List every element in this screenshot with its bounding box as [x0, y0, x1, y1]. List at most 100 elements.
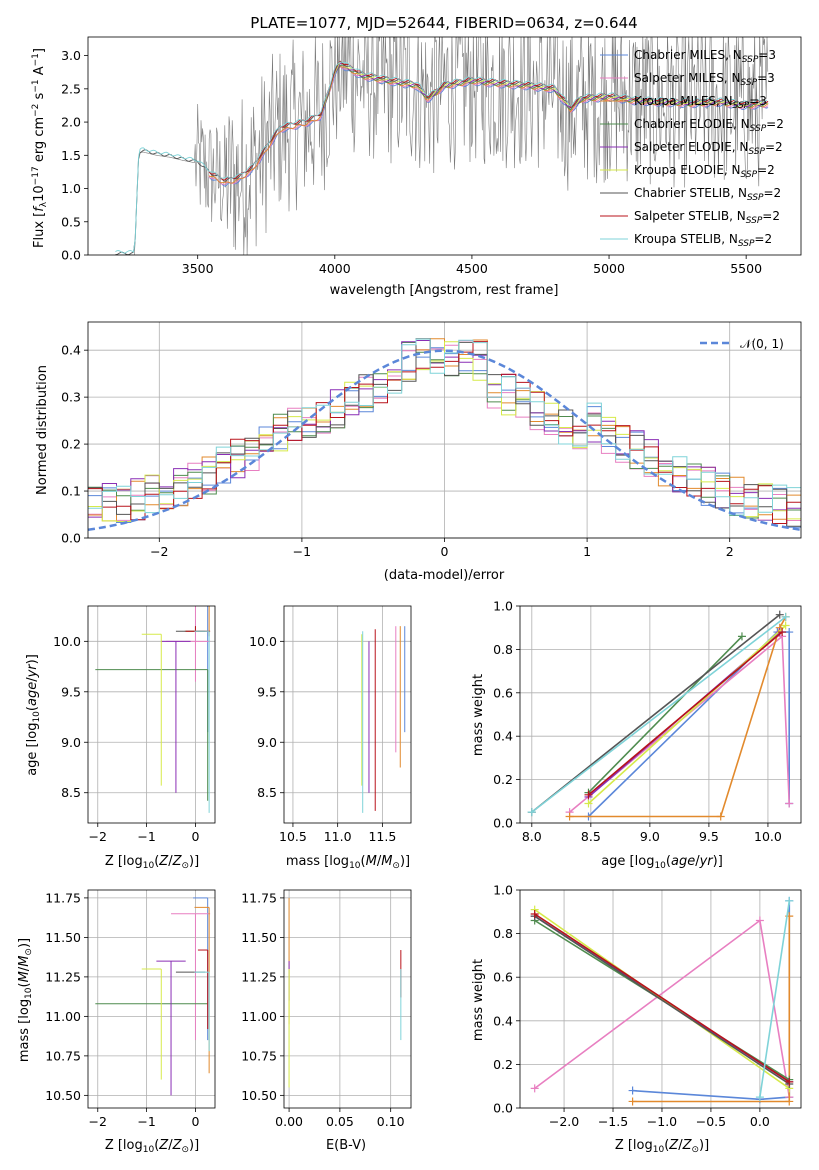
y-tick-label: 11.00: [45, 1009, 81, 1024]
y-tick-label: 1.0: [493, 883, 513, 898]
y-tick-label: 11.25: [45, 969, 81, 984]
y-tick-label: 0.3: [61, 390, 81, 405]
axes-frame: [519, 605, 802, 824]
x-tick-label: 0.05: [326, 1114, 354, 1129]
y-tick-label: 0.0: [493, 1101, 513, 1116]
observed-spectrum-line: [115, 37, 769, 255]
y-tick-label: 3.0: [61, 48, 81, 63]
x-tick-label: −1: [137, 829, 155, 844]
x-tick-label: −0.5: [696, 1114, 726, 1129]
y-tick-label: 0.0: [61, 531, 81, 546]
normal-curve: [88, 349, 801, 532]
x-tick-label: 9.0: [640, 829, 660, 844]
x-tick-label: 4000: [319, 261, 351, 276]
x-tick-label: 8.0: [522, 829, 542, 844]
weight-marker-chabrier_miles: [785, 628, 794, 637]
residuals-panel: −2 −1 0 1 2 0.0 0.1 0.2 0.3 0.4 (data-model)/erro…: [35, 321, 802, 583]
x-tick-label: −2: [150, 544, 168, 559]
model-spectrum-kroupa_stelib: [115, 61, 768, 254]
wAge-xlabel: age [log10(age/yr)]: [601, 854, 723, 871]
ageZ-xlabel: Z [log10(Z/Z⊙)]: [105, 854, 199, 871]
y-tick-label: 11.50: [241, 930, 277, 945]
histogram-kroupa_stelib: [88, 338, 801, 516]
weight-marker-kroupa_stelib: [785, 896, 794, 905]
age-vs-mass-panel: 10.5 11.0 11.5 8.5 9.0 9.5 10.0 mass [log10(M/…: [249, 605, 412, 871]
y-tick-label: 8.5: [257, 785, 277, 800]
x-tick-label: 0.00: [275, 1114, 303, 1129]
weight-marker-salpeter_stelib: [778, 628, 787, 637]
axes-frame: [519, 889, 802, 1109]
y-tick-label: 2.5: [61, 81, 81, 96]
x-tick-label: −1: [293, 544, 311, 559]
legend-label-chabrier_stelib: Chabrier STELIB, NSSP=2: [634, 186, 781, 203]
weight-marker-salpeter_stelib: [530, 909, 539, 918]
weight-marker-kroupa_miles: [628, 1097, 637, 1106]
y-tick-label: 10.50: [241, 1088, 277, 1103]
y-tick-label: 10.50: [45, 1088, 81, 1103]
weight-marker-salpeter_stelib: [584, 790, 593, 799]
mass-vs-metallicity-panel: −2 −1 0 10.50 10.75 11.00 11.25 11.50 11.75 Z [l…: [17, 889, 216, 1155]
y-tick-label: 11.25: [241, 969, 277, 984]
axes-frame: [283, 605, 412, 824]
weight-line-kroupa_elodie: [534, 908, 790, 1090]
y-tick-label: 10.75: [241, 1048, 277, 1063]
legend-label-salpeter_elodie: Salpeter ELODIE, NSSP=2: [634, 140, 783, 157]
axes-frame: [283, 889, 412, 1109]
x-tick-label: 10.5: [279, 829, 307, 844]
y-tick-label: 8.5: [61, 785, 81, 800]
legend-label-chabrier_miles: Chabrier MILES, NSSP=3: [634, 48, 776, 65]
weight-line-chabrier_miles: [587, 631, 790, 818]
x-tick-label: 10.0: [754, 829, 782, 844]
y-tick-label: 11.75: [45, 890, 81, 905]
weight-line-salpeter_stelib: [587, 631, 783, 796]
x-tick-label: 8.5: [581, 829, 601, 844]
y-tick-label: 0.8: [493, 642, 513, 657]
y-tick-label: 0.5: [61, 214, 81, 229]
weight-marker-chabrier_miles: [628, 1086, 637, 1095]
plot-area: [530, 896, 794, 1106]
plot-area: [88, 338, 801, 532]
x-tick-label: −1.0: [647, 1114, 677, 1129]
weight-line-kroupa_miles: [569, 616, 787, 818]
spectrum-panel: PLATE=1077, MJD=52644, FIBERID=0634, z=0…: [31, 14, 802, 298]
y-tick-label: 11.50: [45, 930, 81, 945]
x-tick-label: 11.0: [324, 829, 352, 844]
weight-line-chabrier_elodie: [587, 635, 743, 794]
y-tick-label: 2.0: [61, 115, 81, 130]
wZ-xlabel: Z [log10(Z/Z⊙)]: [615, 1138, 709, 1155]
x-tick-label: −2: [89, 1114, 107, 1129]
weight-line-chabrier_stelib: [534, 915, 790, 1085]
x-tick-label: 5500: [730, 261, 762, 276]
weight-marker-salpeter_miles: [785, 799, 794, 808]
y-tick-label: 9.0: [257, 735, 277, 750]
weight-vs-age-panel: 8.0 8.5 9.0 9.5 10.0 0.0 0.2 0.4 0.6 0.8 1.0 age […: [471, 599, 802, 871]
y-tick-label: 11.00: [241, 1009, 277, 1024]
y-tick-label: 0.2: [61, 437, 81, 452]
mZ-ylabel: mass [log10(M/M⊙)]: [17, 938, 34, 1062]
axes-frame: [87, 36, 802, 256]
y-tick-label: 0.0: [493, 816, 513, 831]
weight-marker-kroupa_elodie: [584, 799, 593, 808]
weight-marker-kroupa_miles: [785, 1097, 794, 1106]
y-tick-label: 9.5: [257, 684, 277, 699]
mass-vs-ebv-panel: 0.00 0.05 0.10 10.50 10.75 11.00 11.25 11.50 11.…: [241, 889, 412, 1153]
y-tick-label: 11.75: [241, 890, 277, 905]
weight-marker-kroupa_miles: [716, 812, 725, 821]
x-tick-label: −2: [89, 829, 107, 844]
plot-area: [115, 37, 769, 255]
legend-label-kroupa_stelib: Kroupa STELIB, NSSP=2: [634, 232, 772, 249]
legend-label-kroupa_miles: Kroupa MILES, NSSP=3: [634, 94, 767, 111]
x-tick-label: 0.0: [750, 1114, 770, 1129]
x-tick-label: 4500: [456, 261, 488, 276]
x-tick-label: −1.5: [598, 1114, 628, 1129]
x-tick-label: 3500: [182, 261, 214, 276]
y-tick-label: 0.4: [493, 729, 513, 744]
weight-marker-kroupa_elodie: [781, 621, 790, 630]
y-tick-label: 0.0: [61, 248, 81, 263]
weight-marker-kroupa_stelib: [755, 1093, 764, 1102]
weight-marker-salpeter_miles: [530, 1084, 539, 1093]
weight-marker-chabrier_elodie: [737, 632, 746, 641]
x-tick-label: 11.5: [368, 829, 396, 844]
y-tick-label: 10.0: [249, 634, 277, 649]
y-tick-label: 0.2: [493, 1057, 513, 1072]
